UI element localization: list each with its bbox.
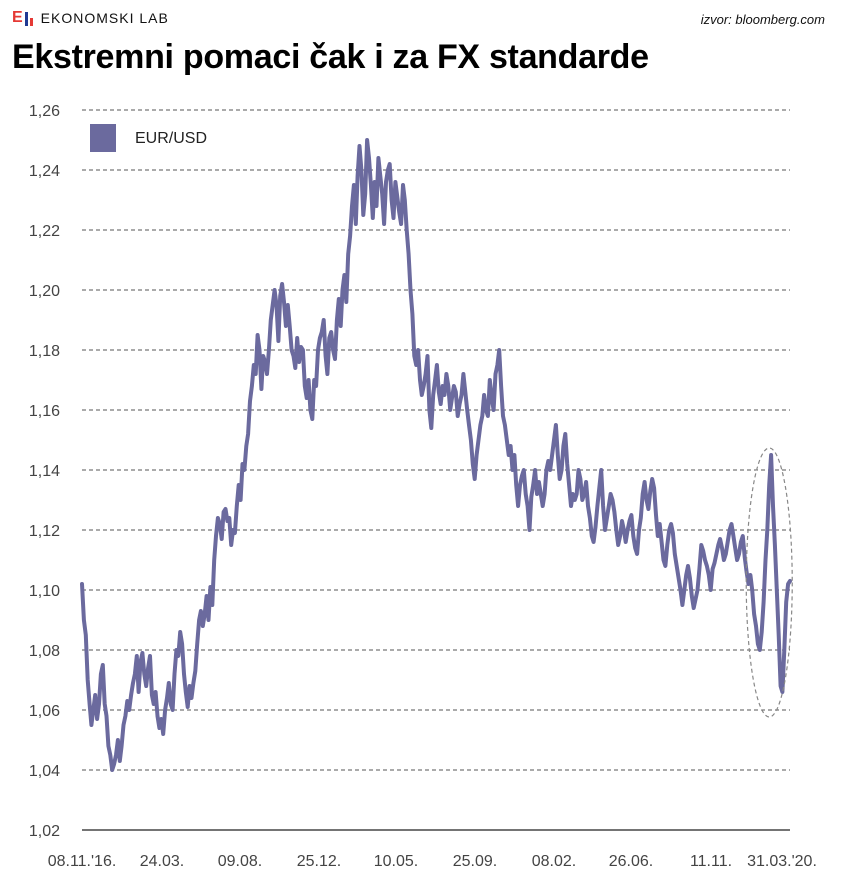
source-note: izvor: bloomberg.com [700, 12, 825, 27]
y-tick-label: 1,02 [29, 823, 60, 840]
brand-logo-icon: E [12, 10, 33, 26]
x-tick-label: 10.05. [374, 853, 418, 870]
grid-lines [82, 109, 790, 771]
y-tick-label: 1,08 [29, 643, 60, 660]
y-tick-label: 1,16 [29, 403, 60, 420]
x-tick-label: 08.02. [532, 853, 576, 870]
legend-swatch-eur-usd [90, 124, 116, 152]
x-tick-label: 09.08. [218, 853, 262, 870]
x-tick-label: 26.06. [609, 853, 653, 870]
legend-label-eur-usd: EUR/USD [135, 130, 207, 147]
legend: EUR/USD [90, 124, 207, 152]
brand-name: EKONOMSKI LAB [40, 10, 169, 26]
x-tick-label: 25.09. [453, 853, 497, 870]
x-tick-label: 24.03. [140, 853, 184, 870]
series-line-eur-usd [80, 138, 792, 772]
y-tick-label: 1,14 [29, 463, 60, 480]
x-tick-label: 25.12. [297, 853, 341, 870]
series-group [80, 138, 792, 772]
y-tick-label: 1,10 [29, 583, 60, 600]
highlight-ellipse [745, 447, 793, 718]
x-tick-label: 08.11.'16. [48, 853, 117, 870]
brand-logo: E EKONOMSKI LAB [12, 10, 169, 26]
y-tick-label: 1,06 [29, 703, 60, 720]
y-tick-label: 1,20 [29, 283, 60, 300]
y-tick-label: 1,22 [29, 223, 60, 240]
y-tick-label: 1,26 [29, 103, 60, 120]
y-tick-label: 1,04 [29, 763, 60, 780]
x-tick-label: 31.03.'20. [747, 853, 817, 870]
y-tick-label: 1,24 [29, 163, 60, 180]
chart-title: Ekstremni pomaci čak i za FX standarde [12, 38, 649, 76]
x-axis-ticks: 08.11.'16. 24.03. 09.08. 25.12. 10.05. 25.09.… [48, 853, 817, 870]
y-tick-label: 1,18 [29, 343, 60, 360]
x-tick-label: 11.11. [690, 853, 732, 870]
y-tick-label: 1,12 [29, 523, 60, 540]
y-axis-ticks: 1,02 1,04 1,06 1,08 1,10 1,12 1,14 1,16 1,18 1,20… [29, 103, 60, 840]
